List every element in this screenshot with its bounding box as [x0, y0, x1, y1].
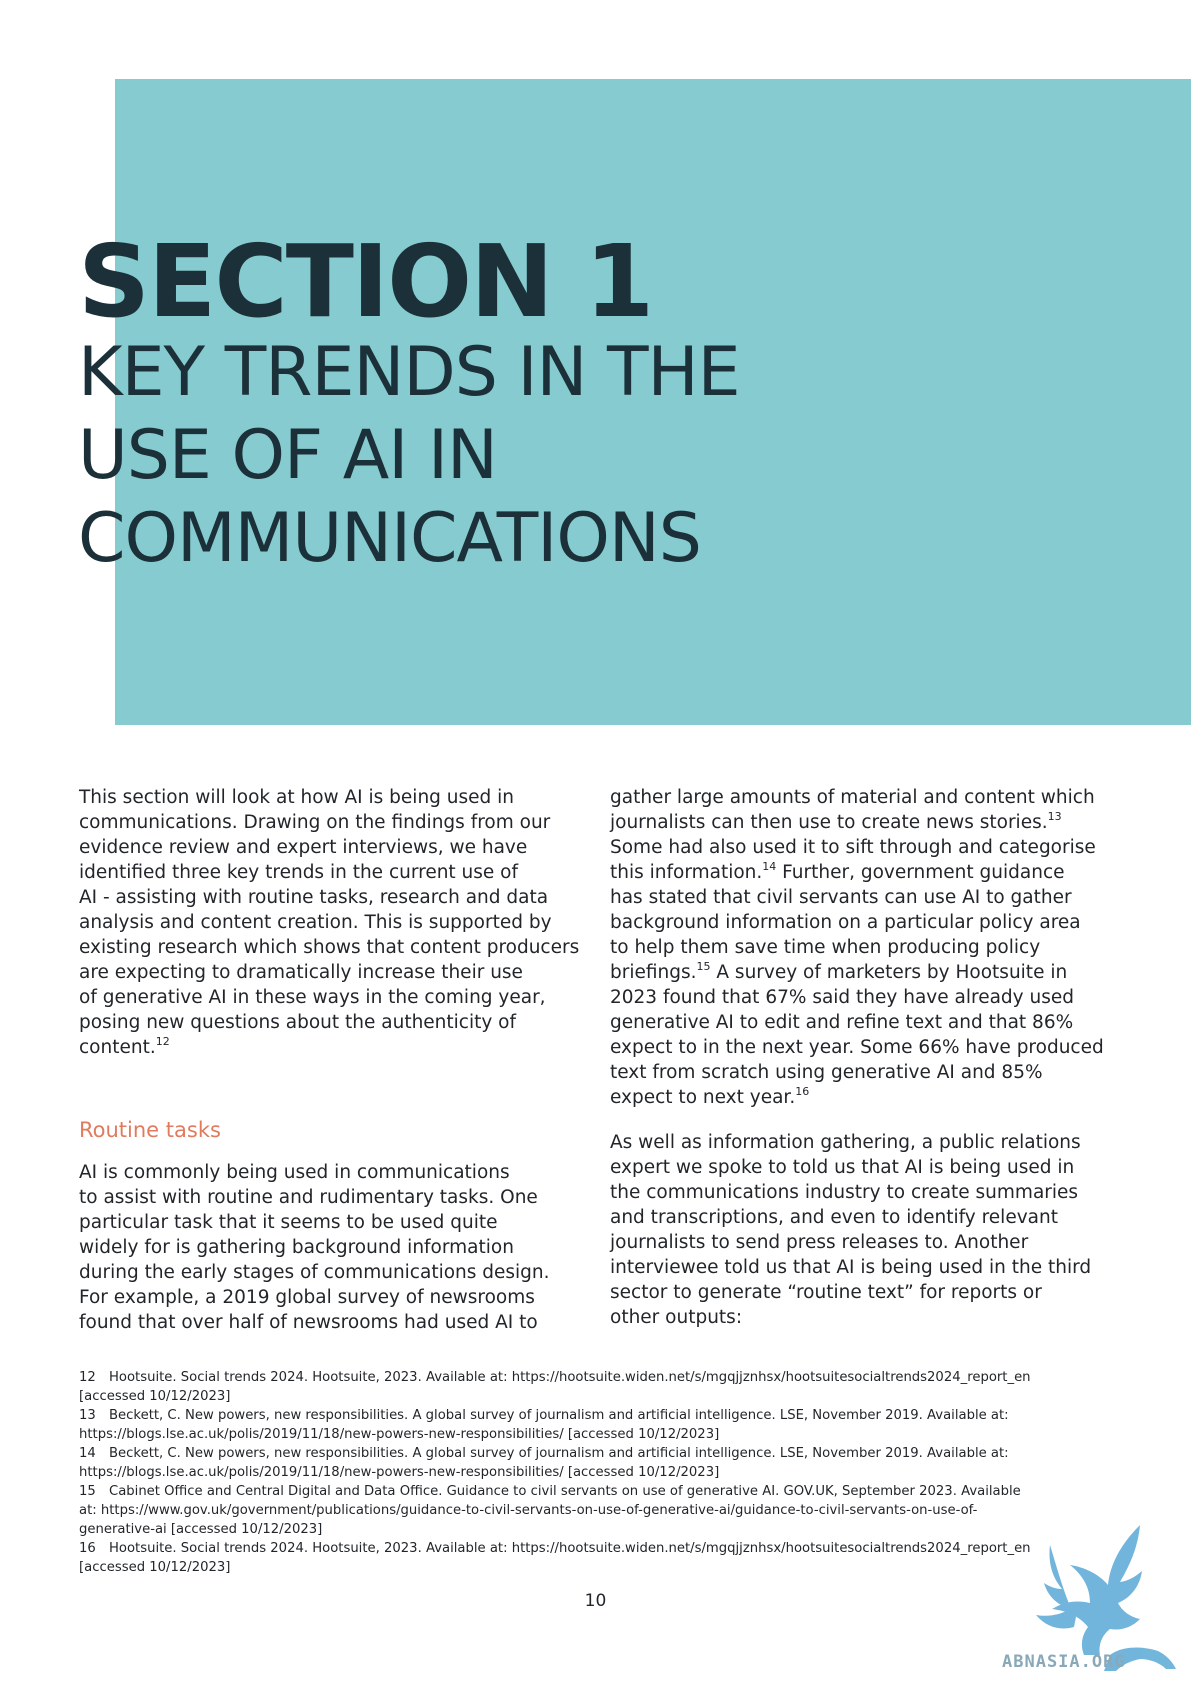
section-label: SECTION 1 [78, 223, 654, 340]
footnote-line: https://blogs.lse.ac.uk/polis/2019/11/18… [79, 1465, 720, 1480]
title-color-block [115, 79, 1191, 725]
footnote-text: Beckett, C. New powers, new responsibili… [109, 1408, 1009, 1423]
text-line: analysis and content creation. This is s… [79, 912, 552, 933]
footnote-14: 14 Beckett, C. New powers, new responsibi… [79, 1444, 1119, 1482]
text-fragment: this information. [610, 862, 763, 883]
text-line: widely for is gathering background infor… [79, 1237, 514, 1258]
footnote-text: Beckett, C. New powers, new responsibili… [109, 1446, 1009, 1461]
text-line: are expecting to dramatically increase t… [79, 962, 523, 983]
text-fragment: A survey of marketers by Hootsuite in [710, 962, 1068, 983]
text-line: briefings.15 A survey of marketers by Ho… [610, 960, 1130, 985]
text-line: expect to in the next year. Some 66% hav… [610, 1037, 1104, 1058]
text-line: journalists can then use to create news … [610, 810, 1130, 835]
text-fragment: journalists can then use to create news … [610, 812, 1048, 833]
text-line: expect to next year.16 [610, 1085, 1130, 1110]
watermark-text: ABNASIA.ORG [1002, 1652, 1126, 1672]
text-line: existing research which shows that conte… [79, 937, 580, 958]
text-line: text from scratch using generative AI an… [610, 1062, 1043, 1083]
intro-paragraph: This section will look at how AI is bein… [79, 785, 599, 1060]
text-line: identified three key trends in the curre… [79, 862, 519, 883]
right-paragraph-1: gather large amounts of material and con… [610, 785, 1130, 1110]
text-line: journalists to send press releases to. A… [610, 1232, 1029, 1253]
footnote-line: 14 Beckett, C. New powers, new responsibi… [79, 1444, 1119, 1463]
footnote-16: 16 Hootsuite. Social trends 2024. Hootsui… [79, 1539, 1119, 1577]
text-line: AI - assisting with routine tasks, resea… [79, 887, 549, 908]
text-line: gather large amounts of material and con… [610, 787, 1095, 808]
subheading-routine-tasks: Routine tasks [79, 1118, 221, 1142]
text-fragment: expect to next year. [610, 1087, 796, 1108]
text-fragment: content. [79, 1037, 156, 1058]
text-fragment: briefings. [610, 962, 697, 983]
griffin-logo-icon [1036, 1525, 1176, 1671]
footnote-line: [accessed 10/12/2023] [79, 1389, 231, 1404]
footnote-text: Hootsuite. Social trends 2024. Hootsuite… [109, 1541, 1031, 1556]
footnote-line: 12 Hootsuite. Social trends 2024. Hootsui… [79, 1368, 1119, 1387]
footnote-number: 14 [79, 1446, 96, 1461]
footnote-line: at: https://www.gov.uk/government/public… [79, 1503, 978, 1518]
text-line: found that over half of newsrooms had us… [79, 1312, 538, 1333]
section-title-line: COMMUNICATIONS [78, 499, 702, 578]
text-line: AI is commonly being used in communicati… [79, 1162, 510, 1183]
text-line: the communications industry to create su… [610, 1182, 1079, 1203]
text-line: during the early stages of communication… [79, 1262, 550, 1283]
text-line: expert we spoke to told us that AI is be… [610, 1157, 1075, 1178]
footnote-text: Hootsuite. Social trends 2024. Hootsuite… [109, 1370, 1031, 1385]
text-line: posing new questions about the authentic… [79, 1012, 517, 1033]
footnote-ref: 15 [696, 960, 711, 973]
text-line: to assist with routine and rudimentary t… [79, 1187, 538, 1208]
text-line: communications. Drawing on the findings … [79, 812, 551, 833]
text-line: evidence review and expert interviews, w… [79, 837, 528, 858]
footnote-line: 13 Beckett, C. New powers, new responsibi… [79, 1406, 1119, 1425]
footnote-line: [accessed 10/12/2023] [79, 1560, 231, 1575]
footnote-12: 12 Hootsuite. Social trends 2024. Hootsui… [79, 1368, 1119, 1406]
text-line: to help them save time when producing po… [610, 937, 1041, 958]
text-fragment: Further, government guidance [776, 862, 1065, 883]
footnote-number: 12 [79, 1370, 96, 1385]
text-line: For example, a 2019 global survey of new… [79, 1287, 535, 1308]
section-title-line: KEY TRENDS IN THE [78, 333, 741, 412]
text-line: sector to generate “routine text” for re… [610, 1282, 1042, 1303]
text-line: background information on a particular p… [610, 912, 1081, 933]
footnote-number: 15 [79, 1484, 96, 1499]
footnote-13: 13 Beckett, C. New powers, new responsibi… [79, 1406, 1119, 1444]
text-line: generative AI to edit and refine text an… [610, 1012, 1074, 1033]
text-line: of generative AI in these ways in the co… [79, 987, 546, 1008]
footnote-number: 13 [79, 1408, 96, 1423]
footnote-ref: 13 [1047, 810, 1062, 823]
footnote-ref: 14 [762, 860, 777, 873]
footnote-line: https://blogs.lse.ac.uk/polis/2019/11/18… [79, 1427, 720, 1442]
footnotes: 12 Hootsuite. Social trends 2024. Hootsui… [79, 1368, 1119, 1577]
routine-tasks-paragraph: AI is commonly being used in communicati… [79, 1160, 550, 1335]
text-line: content.12 [79, 1035, 599, 1060]
footnote-line: 15 Cabinet Office and Central Digital and… [79, 1482, 1119, 1501]
text-line: interviewee told us that AI is being use… [610, 1257, 1092, 1278]
section-title-line: USE OF AI IN [78, 416, 498, 495]
text-line: this information.14 Further, government … [610, 860, 1130, 885]
footnote-ref: 12 [155, 1035, 170, 1048]
footnote-line: 16 Hootsuite. Social trends 2024. Hootsui… [79, 1539, 1119, 1558]
text-line: and transcriptions, and even to identify… [610, 1207, 1058, 1228]
footnote-line: generative-ai [accessed 10/12/2023] [79, 1522, 323, 1537]
text-line: This section will look at how AI is bein… [79, 787, 515, 808]
right-column: gather large amounts of material and con… [610, 785, 1130, 1330]
text-line: has stated that civil servants can use A… [610, 887, 1072, 908]
text-line: other outputs: [610, 1307, 743, 1328]
text-line: Some had also used it to sift through an… [610, 837, 1096, 858]
section-title: KEY TRENDS IN THE USE OF AI IN COMMUNICA… [78, 331, 741, 580]
footnote-ref: 16 [795, 1085, 810, 1098]
page-number: 10 [584, 1591, 607, 1611]
text-line: 2023 found that 67% said they have alrea… [610, 987, 1074, 1008]
footnote-text: Cabinet Office and Central Digital and D… [109, 1484, 1021, 1499]
footnote-number: 16 [79, 1541, 96, 1556]
text-line: As well as information gathering, a publ… [610, 1132, 1081, 1153]
right-paragraph-2: As well as information gathering, a publ… [610, 1130, 1130, 1330]
text-line: particular task that it seems to be used… [79, 1212, 498, 1233]
footnote-15: 15 Cabinet Office and Central Digital and… [79, 1482, 1119, 1539]
